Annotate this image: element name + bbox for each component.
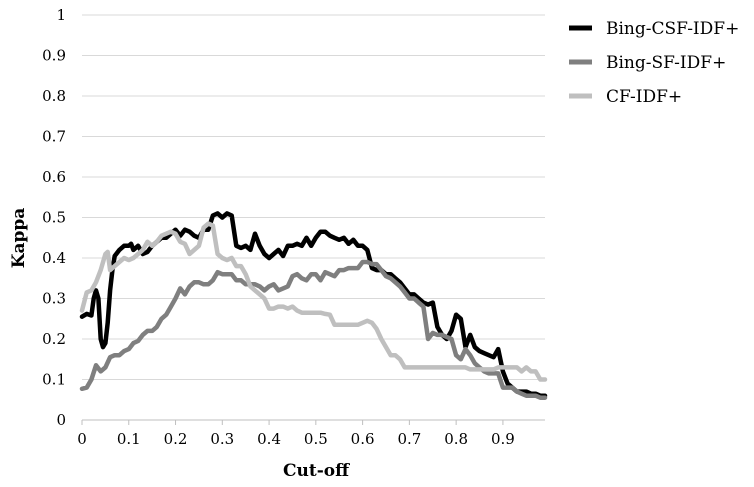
legend: Bing-CSF-IDF+ Bing-SF-IDF+ CF-IDF+ (569, 19, 739, 107)
x-tick-label: 0.7 (397, 430, 421, 448)
series-line-bing-sf-idf (79, 259, 548, 400)
gridlines (82, 14, 545, 380)
x-tick-label: 0.8 (444, 430, 468, 448)
x-tick-label: 0.4 (257, 430, 281, 448)
y-tick-label: 0.2 (42, 330, 66, 348)
y-tick-label: 0.1 (42, 371, 66, 389)
axes: 0 0.1 0.2 0.3 0.4 0.5 0.6 0.7 0.8 0.9 1 0 0.1 0.2 0.3 0… (42, 6, 545, 448)
y-tick-label: 0.6 (42, 168, 66, 186)
x-tick-label: 0.6 (351, 430, 375, 448)
y-axis-title: Kappa (9, 208, 29, 269)
x-axis-title: Cut-off (283, 461, 350, 481)
legend-label: Bing-CSF-IDF+ (606, 19, 739, 39)
series-lines (79, 211, 548, 400)
series-line-bing-csf-idf (79, 211, 548, 398)
legend-label: CF-IDF+ (606, 87, 682, 107)
y-tick-label: 1 (56, 6, 66, 24)
x-tick-label: 0.2 (164, 430, 188, 448)
y-tick-label: 0.5 (42, 209, 66, 227)
series-line-cf-idf (79, 221, 548, 382)
y-tick-label: 0.3 (42, 290, 66, 308)
x-tick-label: 0 (77, 430, 87, 448)
x-tick-label: 0.1 (117, 430, 141, 448)
y-tick-label: 0.4 (42, 249, 66, 267)
y-tick-label: 0.8 (42, 87, 66, 105)
y-tick-label: 0.9 (42, 47, 66, 65)
y-tick-label: 0.7 (42, 128, 66, 146)
legend-label: Bing-SF-IDF+ (606, 53, 726, 73)
x-tick-label: 0.9 (491, 430, 515, 448)
y-tick-label: 0 (56, 411, 66, 429)
x-tick-label: 0.5 (304, 430, 328, 448)
x-tick-label: 0.3 (210, 430, 234, 448)
